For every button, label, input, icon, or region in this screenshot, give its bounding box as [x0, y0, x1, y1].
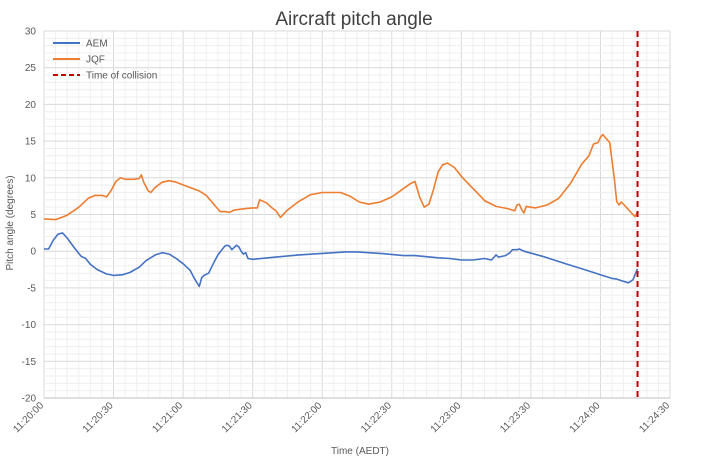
legend-label: Time of collision — [86, 71, 157, 82]
chart-title: Aircraft pitch angle — [275, 9, 432, 30]
y-tick-label: 15 — [25, 137, 37, 148]
y-tick-label: 5 — [30, 210, 36, 221]
gridlines — [43, 30, 671, 399]
y-tick-label: -15 — [22, 357, 37, 368]
x-axis-label: Time (AEDT) — [331, 446, 389, 457]
series-lines — [43, 133, 639, 288]
y-tick-label: 25 — [25, 63, 37, 74]
y-axis-label: Pitch angle (degrees) — [5, 175, 16, 270]
series-line-aem — [44, 232, 639, 288]
y-tick-label: -5 — [27, 283, 36, 294]
y-tick-label: -20 — [22, 394, 37, 405]
y-tick-label: 30 — [25, 27, 37, 38]
legend: AEM JQF Time of collision — [53, 39, 157, 82]
series-line-jqf — [43, 133, 639, 221]
y-tick-label: 20 — [25, 100, 37, 111]
legend-label: AEM — [86, 39, 108, 50]
legend-label: JQF — [86, 55, 105, 66]
y-tick-label: 0 — [30, 247, 36, 258]
y-tick-label: 10 — [25, 173, 37, 184]
y-tick-label: -10 — [22, 320, 37, 331]
